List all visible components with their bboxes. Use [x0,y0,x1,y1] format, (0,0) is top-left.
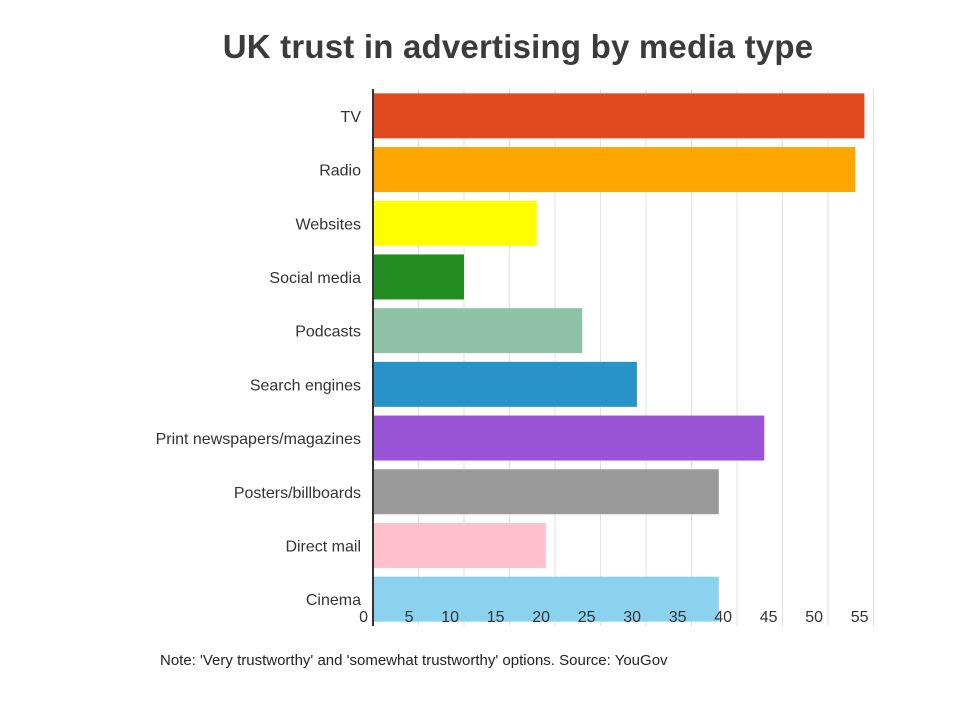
x-tick-label: 30 [623,609,641,626]
x-tick-label: 40 [714,609,732,626]
category-label: Posters/billboards [234,485,361,502]
bar [373,147,856,193]
chart-title: UK trust in advertising by media type [222,28,814,65]
category-label: Radio [319,163,361,180]
bar [373,200,537,246]
category-label: Cinema [306,592,361,609]
x-tick-label: 10 [441,609,459,626]
bar [373,254,464,300]
x-tick-label: 45 [760,609,778,626]
category-label: Direct mail [285,538,361,555]
x-tick-labels: 0 5 10 15 20 25 30 35 40 45 50 55 [359,609,869,626]
bar [373,308,583,354]
bar [373,469,719,515]
x-tick-label: 35 [669,609,687,626]
x-tick-label: 25 [578,609,596,626]
category-label: TV [341,109,362,126]
category-label: Print newspapers/magazines [156,431,361,448]
x-tick-label: 50 [805,609,823,626]
x-tick-label: 15 [487,609,505,626]
bar [373,415,765,461]
x-tick-label: 55 [851,609,869,626]
x-tick-label: 20 [532,609,550,626]
category-label: Social media [269,270,361,287]
bar [373,93,865,139]
x-tick-label: 5 [405,609,414,626]
chart-note: Note: 'Very trustworthy' and 'somewhat t… [160,652,668,669]
category-labels: TV Radio Websites Social media Podcasts Searc… [156,109,362,609]
category-label: Websites [295,216,361,233]
bars [373,93,865,622]
bar [373,361,637,407]
category-label: Podcasts [295,324,361,341]
bar [373,576,719,622]
bar [373,522,546,568]
category-label: Search engines [250,377,361,394]
x-tick-label: 0 [359,609,368,626]
